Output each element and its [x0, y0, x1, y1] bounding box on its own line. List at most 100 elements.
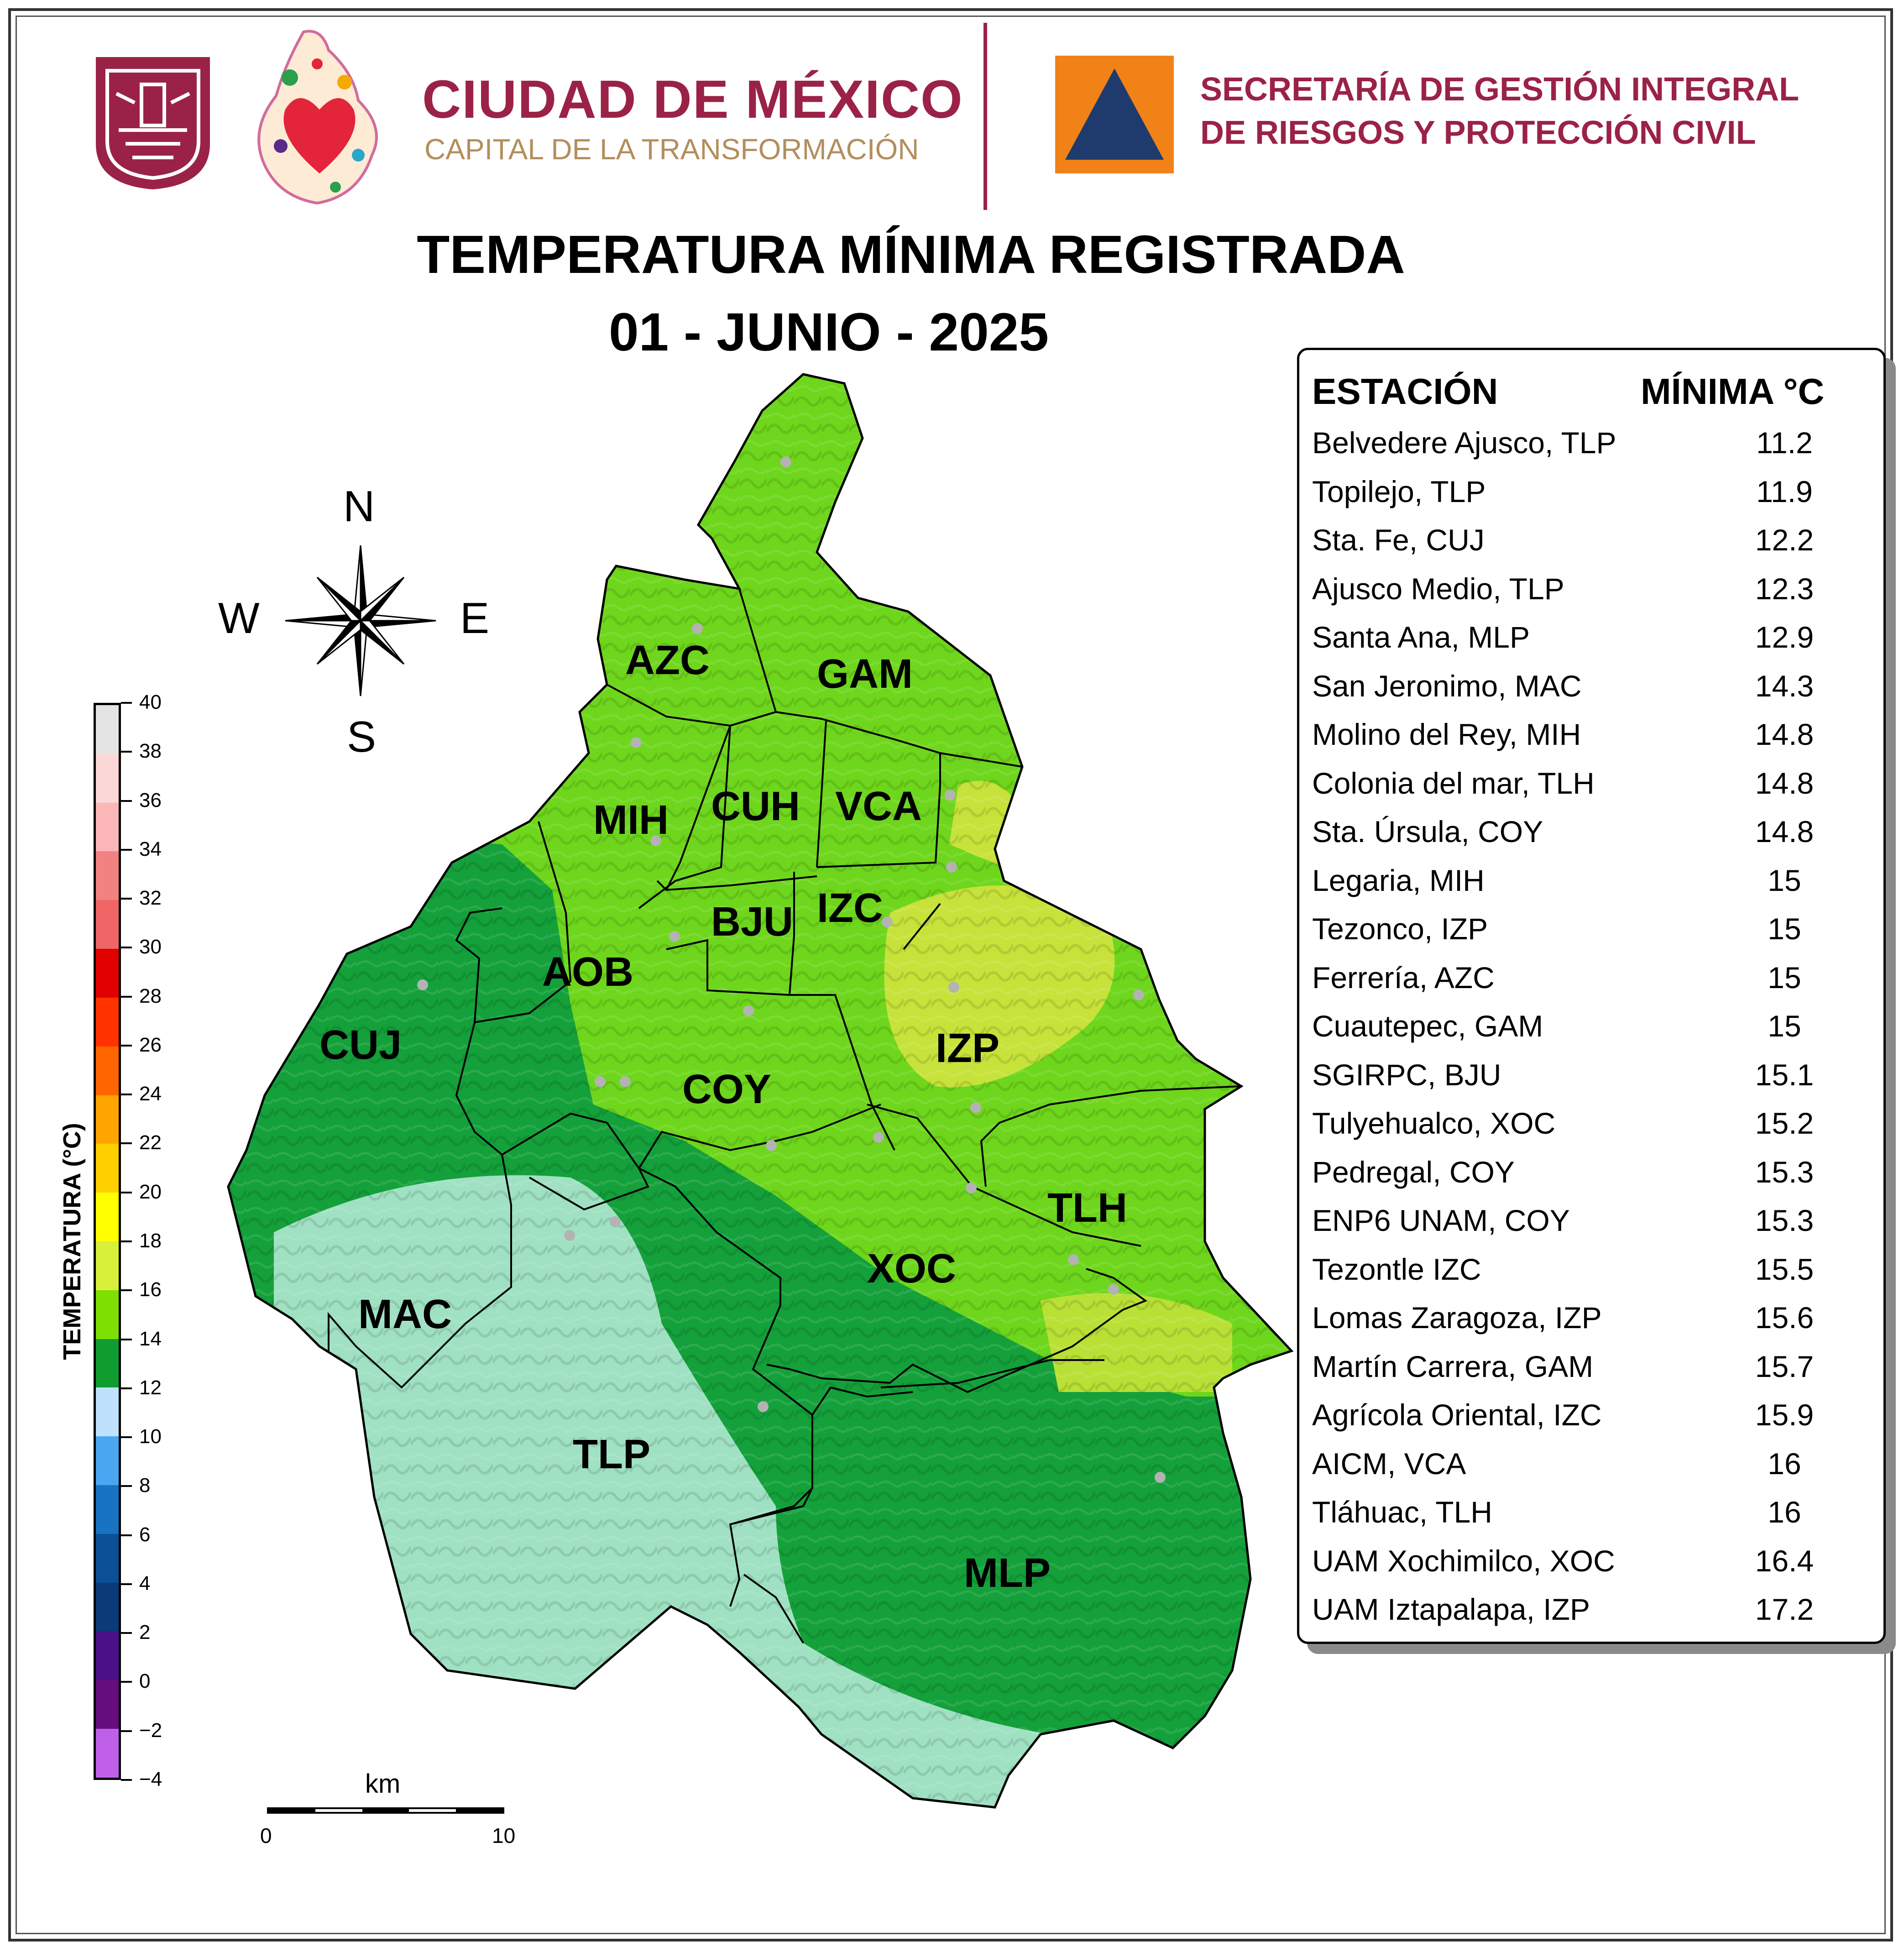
civil-protection-logo	[1055, 56, 1174, 173]
colorbar-tick-label: 22	[139, 1131, 162, 1154]
table-row: San Jeronimo, MAC 14.3	[1312, 669, 1873, 717]
station-name: Santa Ana, MLP	[1312, 620, 1530, 654]
colorbar-segment	[96, 949, 119, 998]
colorbar-tickmark	[121, 898, 132, 900]
station-min-temp: 15	[1768, 1009, 1801, 1043]
colorbar-segment	[96, 1387, 119, 1437]
station-min-temp: 12.3	[1755, 571, 1814, 606]
district-label-coy: COY	[682, 1067, 771, 1112]
colorbar-tickmark	[121, 1044, 132, 1047]
district-label-gam: GAM	[817, 651, 913, 697]
colorbar-tickmark	[121, 947, 132, 949]
compass-rose-icon	[285, 545, 436, 696]
table-row: Sta. Úrsula, COY 14.8	[1312, 814, 1873, 863]
colorbar-segment	[96, 1680, 119, 1729]
district-label-mlp: MLP	[964, 1550, 1051, 1596]
table-row: Santa Ana, MLP 12.9	[1312, 620, 1873, 668]
station-min-temp: 15.5	[1755, 1252, 1814, 1286]
station-name: Tulyehualco, XOC	[1312, 1106, 1556, 1140]
colorbar-tickmark	[121, 1534, 132, 1536]
district-label-xoc: XOC	[867, 1246, 956, 1292]
district-label-mac: MAC	[358, 1292, 452, 1337]
table-row: Belvedere Ajusco, TLP 11.2	[1312, 425, 1873, 474]
station-min-temp: 15	[1768, 960, 1801, 994]
scale-start: 0	[260, 1824, 272, 1847]
outer-frame	[8, 8, 1893, 1942]
table-row: Molino del Rey, MIH 14.8	[1312, 717, 1873, 765]
station-min-temp: 14.8	[1755, 717, 1814, 751]
table-row: Tezonco, IZP 15	[1312, 911, 1873, 960]
colorbar-tick-label: 28	[139, 984, 162, 1007]
station-name: Sta. Fe, CUJ	[1312, 523, 1485, 557]
colorbar-segment	[96, 997, 119, 1047]
station-name: Tezontle IZC	[1312, 1252, 1481, 1286]
table-row: Tláhuac, TLH 16	[1312, 1495, 1873, 1543]
colorbar-segment	[96, 1485, 119, 1534]
station-name: Tláhuac, TLH	[1312, 1495, 1492, 1529]
colorbar-tick-label: 20	[139, 1180, 162, 1203]
station-name: UAM Xochimilco, XOC	[1312, 1544, 1615, 1578]
colorbar-tickmark	[121, 1436, 132, 1439]
station-name: AICM, VCA	[1312, 1446, 1466, 1481]
table-row: UAM Iztapalapa, IZP 17.2	[1312, 1592, 1873, 1640]
colorbar-tickmark	[121, 1485, 132, 1487]
header-divider	[983, 23, 987, 210]
table-row: Topilejo, TLP 11.9	[1312, 474, 1873, 523]
colorbar-segment	[96, 1241, 119, 1290]
colorbar-tick-label: 16	[139, 1278, 162, 1301]
colorbar-tick-label: 4	[139, 1572, 151, 1595]
cdmx-shield-logo	[96, 57, 210, 189]
colorbar-segment	[96, 1290, 119, 1339]
compass-north: N	[343, 482, 375, 531]
colorbar-tickmark	[121, 1583, 132, 1585]
district-label-azc: AZC	[625, 638, 710, 683]
colorbar-segment	[96, 1046, 119, 1095]
station-name: Sta. Úrsula, COY	[1312, 815, 1543, 848]
compass-south: S	[347, 712, 377, 761]
colorbar-tickmark	[121, 1779, 132, 1781]
colorbar-tickmark	[121, 848, 132, 851]
district-label-mih: MIH	[593, 797, 669, 843]
cdmx-outline	[227, 373, 1294, 1809]
table-row: UAM Xochimilco, XOC 16.4	[1312, 1544, 1873, 1592]
colorbar-tickmark	[121, 1730, 132, 1732]
station-name: Topilejo, TLP	[1312, 474, 1486, 508]
station-min-temp: 16	[1768, 1446, 1801, 1481]
station-min-temp: 17.2	[1755, 1592, 1814, 1626]
colorbar-tick-label: 18	[139, 1230, 162, 1252]
district-label-cuh: CUH	[711, 784, 800, 829]
station-min-temp: 14.8	[1755, 815, 1814, 848]
colorbar-tickmark	[121, 1191, 132, 1193]
colorbar-segment	[96, 754, 119, 803]
colorbar-segment	[96, 802, 119, 852]
station-name: Molino del Rey, MIH	[1312, 717, 1581, 751]
colorbar-tick-label: 40	[139, 691, 162, 713]
colorbar-tick-label: 30	[139, 936, 162, 958]
station-min-temp: 15.3	[1755, 1204, 1814, 1237]
station-min-temp: 15	[1768, 863, 1801, 897]
colorbar-tick-label: −2	[139, 1719, 162, 1742]
station-name: Legaria, MIH	[1312, 863, 1485, 897]
colorbar-segment	[96, 1095, 119, 1144]
station-min-temp: 11.9	[1756, 474, 1813, 508]
scale-bar	[267, 1807, 504, 1814]
colorbar-tickmark	[121, 702, 132, 704]
station-name: Colonia del mar, TLH	[1312, 766, 1595, 800]
station-min-temp: 15.9	[1755, 1398, 1814, 1432]
station-name: Martín Carrera, GAM	[1312, 1349, 1594, 1383]
table-row: Colonia del mar, TLH 14.8	[1312, 766, 1873, 814]
colorbar-tick-label: 26	[139, 1033, 162, 1056]
station-min-temp: 15.7	[1755, 1349, 1814, 1383]
table-header-station: ESTACIÓN	[1312, 371, 1498, 412]
station-name: Tezonco, IZP	[1312, 912, 1488, 946]
table-row: Sta. Fe, CUJ 12.2	[1312, 523, 1873, 571]
district-label-cuj: CUJ	[319, 1022, 402, 1068]
table-row: Lomas Zaragoza, IZP 15.6	[1312, 1300, 1873, 1349]
station-name: Agrícola Oriental, IZC	[1312, 1398, 1602, 1432]
compass-west: W	[218, 594, 260, 643]
colorbar-segment	[96, 1533, 119, 1583]
table-row: Ajusco Medio, TLP 12.3	[1312, 571, 1873, 620]
colorbar-label: TEMPERATURA (°C)	[58, 1123, 86, 1360]
table-row: ENP6 UNAM, COY 15.3	[1312, 1203, 1873, 1251]
